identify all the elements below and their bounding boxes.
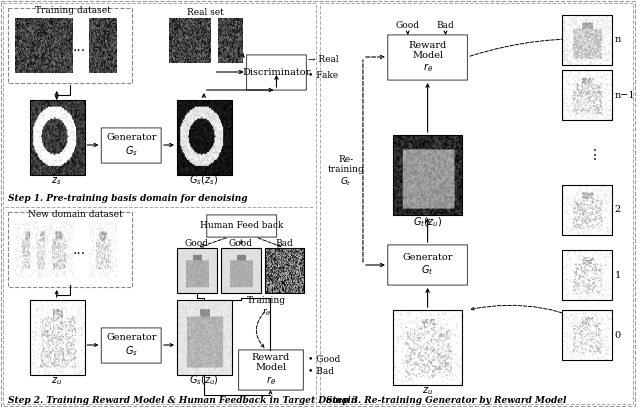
Text: n−1: n−1	[614, 90, 635, 99]
FancyBboxPatch shape	[246, 55, 307, 90]
Text: ...: ...	[73, 243, 86, 257]
Text: Generator
$G_t$: Generator $G_t$	[403, 253, 453, 278]
Text: Generator
$G_s$: Generator $G_s$	[106, 133, 157, 158]
Text: $G_s(z_s)$: $G_s(z_s)$	[189, 173, 218, 187]
Bar	[393, 135, 463, 215]
Text: 2: 2	[614, 206, 621, 214]
Bar	[562, 70, 612, 120]
FancyBboxPatch shape	[388, 245, 467, 285]
Text: Good: Good	[228, 239, 253, 248]
Text: Bad: Bad	[276, 239, 293, 248]
Text: 0: 0	[614, 330, 621, 339]
Bar	[177, 248, 217, 293]
Bar	[3, 3, 316, 404]
Text: $G_s(z_u)$: $G_s(z_u)$	[189, 373, 219, 387]
Text: Re-
training
$G_t$: Re- training $G_t$	[328, 155, 364, 188]
Bar	[221, 248, 260, 293]
Bar	[8, 212, 132, 287]
Text: Real set: Real set	[187, 8, 224, 17]
Bar	[320, 3, 634, 404]
Bar	[264, 248, 304, 293]
Bar	[30, 300, 84, 375]
Text: Good: Good	[396, 21, 420, 30]
Text: • Good: • Good	[308, 355, 340, 365]
Bar	[30, 100, 84, 175]
Text: • Bad: • Bad	[308, 368, 334, 376]
Text: $z_u$: $z_u$	[51, 375, 62, 387]
Text: Generator
$G_s$: Generator $G_s$	[106, 333, 157, 358]
Bar	[562, 15, 612, 65]
Text: Reward
Model
$r_\theta$: Reward Model $r_\theta$	[252, 353, 290, 387]
Text: Good: Good	[185, 239, 209, 248]
Text: Step 3. Re-training Generator by Reward Model: Step 3. Re-training Generator by Reward …	[326, 396, 566, 405]
Bar	[562, 185, 612, 235]
Text: Human Feed back: Human Feed back	[200, 221, 284, 230]
Text: $z_u$: $z_u$	[422, 385, 433, 397]
FancyBboxPatch shape	[101, 328, 161, 363]
Bar	[393, 310, 463, 385]
Text: New domain dataset: New domain dataset	[28, 210, 123, 219]
Text: $z_s$: $z_s$	[51, 175, 62, 187]
Text: Training dataset: Training dataset	[35, 6, 111, 15]
Text: Training
$r_\theta$: Training $r_\theta$	[247, 296, 286, 319]
Text: → Real: → Real	[308, 55, 339, 64]
Text: ...: ...	[73, 40, 86, 54]
Text: Discriminator: Discriminator	[243, 68, 310, 77]
Text: • Fake: • Fake	[308, 70, 339, 79]
Text: Bad: Bad	[436, 21, 454, 30]
Text: Reward
Model
$r_\theta$: Reward Model $r_\theta$	[408, 41, 447, 74]
FancyBboxPatch shape	[388, 35, 467, 80]
Bar	[562, 310, 612, 360]
Text: Step 1. Pre-training basis domain for denoising: Step 1. Pre-training basis domain for de…	[8, 194, 248, 203]
Bar	[177, 100, 232, 175]
Text: ...: ...	[200, 35, 211, 45]
FancyBboxPatch shape	[101, 128, 161, 163]
Text: $G_t(z_u)$: $G_t(z_u)$	[413, 215, 442, 229]
FancyBboxPatch shape	[207, 215, 276, 237]
Text: Step 2. Training Reward Model & Human Feedback in Target Domain: Step 2. Training Reward Model & Human Fe…	[8, 396, 357, 405]
Text: n: n	[614, 35, 621, 44]
Text: 1: 1	[614, 271, 621, 280]
Text: ⋮: ⋮	[588, 148, 602, 162]
Bar	[177, 300, 232, 375]
FancyBboxPatch shape	[239, 350, 303, 390]
Bar	[8, 8, 132, 83]
Bar	[562, 250, 612, 300]
